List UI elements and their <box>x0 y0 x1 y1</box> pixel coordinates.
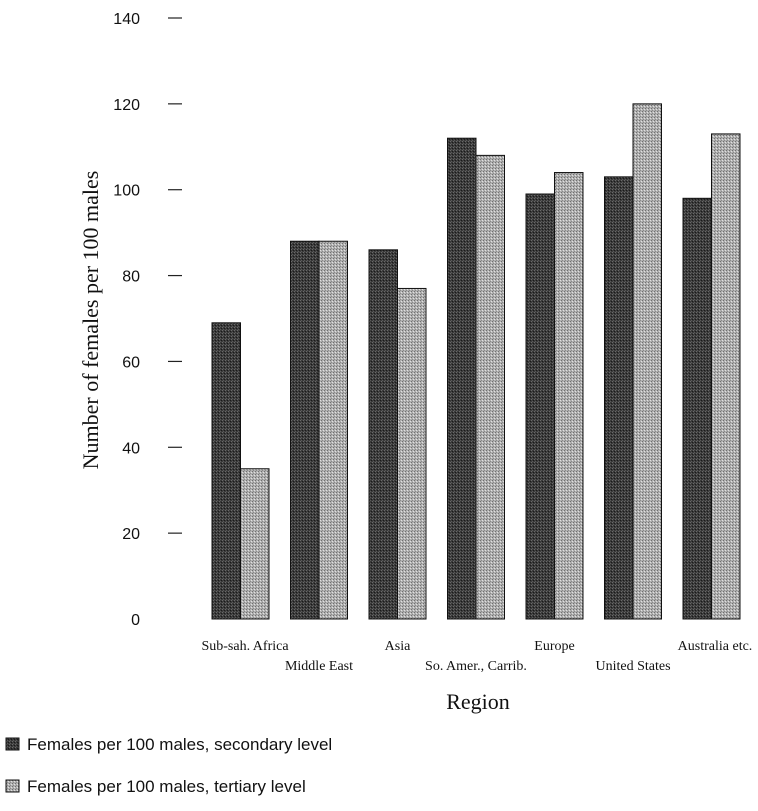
x-category-label: Middle East <box>285 659 353 674</box>
legend-label-tertiary: Females per 100 males, tertiary level <box>27 777 306 796</box>
y-tick-label: 80 <box>122 269 140 286</box>
bar-tertiary <box>475 154 505 620</box>
legend-swatch-secondary <box>5 737 20 751</box>
bar-tertiary <box>397 287 427 620</box>
legend: Females per 100 males, secondary level Fe… <box>5 735 332 796</box>
y-tick-label: 0 <box>131 612 140 629</box>
y-tick-label: 100 <box>113 183 140 200</box>
x-category-label: So. Amer., Carrib. <box>425 659 527 674</box>
bar-tertiary <box>240 468 270 620</box>
y-tick-label: 60 <box>122 354 140 371</box>
bar-secondary <box>682 197 712 620</box>
bar-secondary <box>604 176 634 620</box>
x-category-label: Asia <box>385 639 411 654</box>
bar-secondary <box>290 240 320 620</box>
legend-swatch-tertiary <box>5 779 20 793</box>
bar-secondary <box>447 137 477 620</box>
y-tick-label: 40 <box>122 440 140 457</box>
y-axis-title: Number of females per 100 males <box>78 171 103 470</box>
bar-secondary <box>368 249 398 620</box>
bar-tertiary <box>318 240 348 620</box>
x-category-label: Europe <box>534 639 574 654</box>
bar-tertiary <box>632 103 662 620</box>
y-tick-label: 140 <box>113 11 140 28</box>
legend-label-secondary: Females per 100 males, secondary level <box>27 735 332 754</box>
y-axis: 0 20 40 60 80 100 120 140 <box>113 11 182 629</box>
bar-secondary <box>525 193 555 620</box>
y-tick-label: 120 <box>113 97 140 114</box>
x-category-label: United States <box>595 659 670 674</box>
bar-secondary <box>211 322 241 620</box>
bars <box>211 103 741 620</box>
x-axis-title: Region <box>446 689 510 714</box>
y-tick-label: 20 <box>122 526 140 543</box>
bar-tertiary <box>711 133 741 620</box>
x-category-label: Sub-sah. Africa <box>201 639 289 654</box>
x-category-label: Australia etc. <box>678 639 753 654</box>
x-axis-labels: Sub-sah. Africa Middle East Asia So. Amer.,… <box>201 639 752 674</box>
bar-tertiary <box>554 172 584 620</box>
